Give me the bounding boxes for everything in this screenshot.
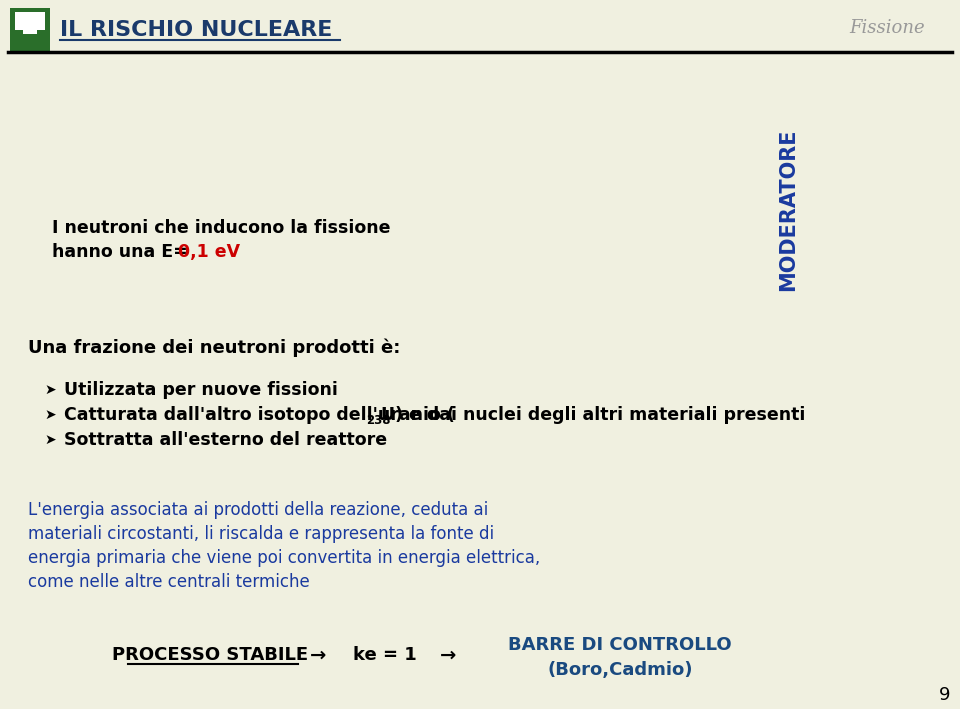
Text: 238: 238 [367, 415, 391, 428]
Text: MODERATORE: MODERATORE [778, 129, 798, 291]
FancyBboxPatch shape [23, 12, 37, 34]
Text: 9: 9 [939, 686, 950, 704]
Text: ke = 1: ke = 1 [353, 646, 417, 664]
Text: Sottratta all'esterno del reattore: Sottratta all'esterno del reattore [64, 431, 387, 449]
Text: →: → [310, 645, 326, 664]
Text: I neutroni che inducono la fissione: I neutroni che inducono la fissione [52, 219, 391, 237]
Text: Fissione: Fissione [850, 19, 925, 37]
Text: Utilizzata per nuove fissioni: Utilizzata per nuove fissioni [64, 381, 338, 399]
Text: IL RISCHIO NUCLEARE: IL RISCHIO NUCLEARE [60, 20, 332, 40]
Text: come nelle altre centrali termiche: come nelle altre centrali termiche [28, 573, 310, 591]
FancyBboxPatch shape [15, 12, 45, 44]
Text: PROCESSO STABILE: PROCESSO STABILE [112, 646, 308, 664]
Text: (Boro,Cadmio): (Boro,Cadmio) [547, 661, 693, 679]
Text: Una frazione dei neutroni prodotti è:: Una frazione dei neutroni prodotti è: [28, 339, 400, 357]
Text: hanno una E=: hanno una E= [52, 243, 188, 261]
Text: ➤: ➤ [44, 383, 56, 397]
Text: energia primaria che viene poi convertita in energia elettrica,: energia primaria che viene poi convertit… [28, 549, 540, 567]
Text: L'energia associata ai prodotti della reazione, ceduta ai: L'energia associata ai prodotti della re… [28, 501, 489, 519]
Text: ➤: ➤ [44, 433, 56, 447]
Text: materiali circostanti, li riscalda e rappresenta la fonte di: materiali circostanti, li riscalda e rap… [28, 525, 494, 543]
Text: BARRE DI CONTROLLO: BARRE DI CONTROLLO [508, 636, 732, 654]
Text: ➤: ➤ [44, 408, 56, 422]
FancyBboxPatch shape [10, 8, 50, 52]
Text: U) e dai nuclei degli altri materiali presenti: U) e dai nuclei degli altri materiali pr… [381, 406, 805, 424]
Text: 0,1 eV: 0,1 eV [178, 243, 240, 261]
Text: →: → [440, 645, 456, 664]
FancyBboxPatch shape [15, 30, 45, 44]
Text: Catturata dall'altro isotopo dell'uranio (: Catturata dall'altro isotopo dell'uranio… [64, 406, 455, 424]
